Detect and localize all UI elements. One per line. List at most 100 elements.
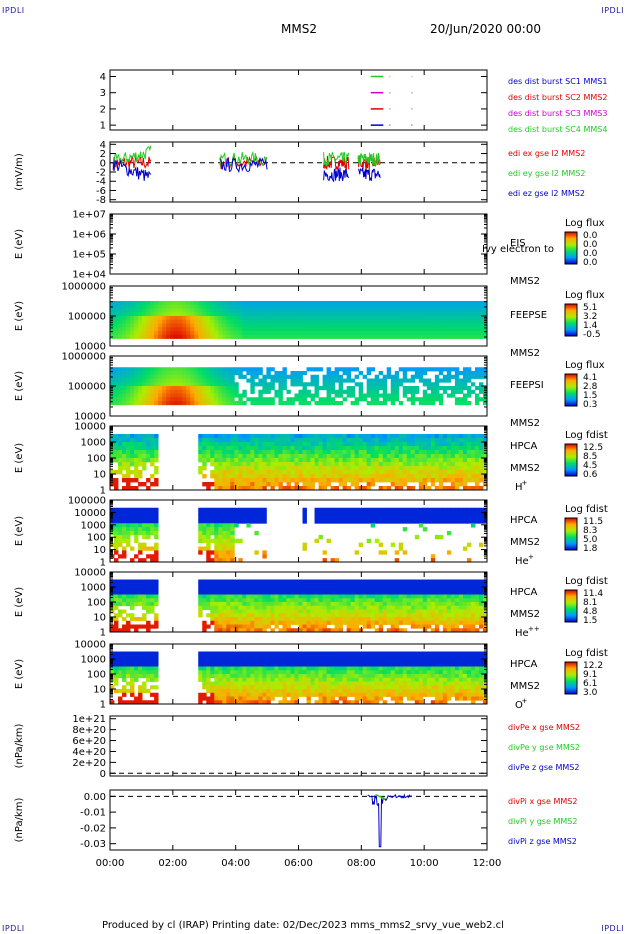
- heatmap-cell: [234, 367, 239, 372]
- ytick-label: -6: [96, 186, 106, 197]
- heatmap-cell: [154, 371, 159, 376]
- heatmap-cell: [226, 450, 231, 455]
- heatmap-cell: [134, 371, 139, 376]
- heatmap-cell: [414, 617, 420, 622]
- heatmap-cell: [418, 434, 424, 439]
- heatmap-cell: [122, 538, 127, 544]
- heatmap-cell: [394, 382, 400, 387]
- heatmap-cell: [174, 386, 179, 391]
- heatmap-cell: [150, 367, 155, 372]
- heatmap-cell: [434, 374, 440, 379]
- heatmap-cell: [198, 550, 203, 555]
- heatmap-cell: [358, 602, 364, 607]
- heatmap-cell: [314, 304, 319, 309]
- heatmap-cell: [258, 515, 263, 520]
- heatmap-cell: [206, 450, 211, 455]
- heatmap-cell: [438, 454, 444, 459]
- heatmap-cell: [262, 378, 267, 383]
- ytick-label: 10000: [74, 342, 106, 353]
- heatmap-cell: [398, 334, 404, 339]
- heatmap-cell: [474, 602, 480, 607]
- heatmap-cell: [150, 609, 155, 614]
- heatmap-cell: [230, 620, 235, 625]
- heatmap-cell: [386, 613, 392, 618]
- heatmap-cell: [450, 624, 456, 629]
- heatmap-cell: [254, 319, 259, 324]
- heatmap-cell: [306, 334, 311, 339]
- heatmap-cell: [194, 331, 199, 336]
- heatmap-cell: [318, 470, 323, 475]
- heatmap-cell: [162, 331, 167, 336]
- heatmap-cell: [246, 442, 251, 447]
- heatmap-cell: [242, 519, 247, 524]
- heatmap-cell: [290, 331, 295, 336]
- heatmap-cell: [218, 470, 223, 475]
- heatmap-cell: [382, 605, 388, 610]
- heatmap-cell: [362, 458, 368, 463]
- heatmap-cell: [170, 401, 175, 406]
- heatmap-cell: [398, 462, 404, 467]
- heatmap-cell: [342, 466, 348, 471]
- heatmap-cell: [254, 454, 259, 459]
- heatmap-cell: [294, 397, 299, 402]
- heatmap-cell: [110, 397, 115, 402]
- heatmap-cell: [238, 590, 243, 595]
- heatmap-cell: [342, 519, 348, 524]
- heatmap-cell: [314, 590, 319, 595]
- heatmap-cell: [242, 590, 247, 595]
- heatmap-cell: [374, 478, 380, 483]
- heatmap-cell: [294, 474, 299, 479]
- heatmap-cell: [210, 617, 215, 622]
- heatmap-cell: [122, 594, 127, 599]
- heatmap-cell: [462, 482, 468, 487]
- heatmap-cell: [206, 386, 211, 391]
- heatmap-cell: [354, 312, 360, 317]
- heatmap-cell: [330, 450, 335, 455]
- heatmap-cell: [378, 628, 384, 633]
- heatmap-cell: [258, 323, 263, 328]
- heatmap-cell: [262, 386, 267, 391]
- heatmap-cell: [414, 587, 420, 592]
- heatmap-cell: [450, 458, 456, 463]
- heatmap-cell: [110, 450, 115, 455]
- heatmap-cell: [410, 458, 416, 463]
- heatmap-cell: [454, 397, 460, 402]
- heatmap-cell: [370, 378, 376, 383]
- heatmap-cell: [354, 624, 360, 629]
- y-axis-label: E (eV): [14, 587, 25, 617]
- heatmap-cell: [402, 507, 408, 513]
- heatmap-cell: [258, 462, 263, 467]
- heatmap-cell: [122, 382, 127, 387]
- heatmap-cell: [150, 523, 155, 528]
- heatmap-cell: [442, 478, 448, 483]
- heatmap-cell: [266, 304, 271, 309]
- heatmap-cell: [286, 628, 291, 633]
- heatmap-cell: [314, 442, 319, 447]
- heatmap-cell: [278, 605, 283, 610]
- heatmap-cell: [402, 462, 408, 467]
- heatmap-cell: [434, 378, 440, 383]
- heatmap-cell: [206, 598, 211, 603]
- heatmap-cell: [342, 323, 348, 328]
- heatmap-cell: [326, 474, 331, 479]
- heatmap-cell: [206, 486, 211, 491]
- heatmap-cell: [442, 374, 448, 379]
- heatmap-cell: [306, 474, 311, 479]
- heatmap-cell: [262, 583, 267, 588]
- heatmap-cell: [426, 327, 432, 332]
- heatmap-cell: [138, 617, 143, 622]
- heatmap-cell: [254, 327, 259, 332]
- heatmap-cell: [394, 609, 400, 614]
- heatmap-cell: [258, 620, 263, 625]
- heatmap-cell: [418, 519, 424, 524]
- heatmap-cell: [142, 454, 147, 459]
- heatmap-cell: [454, 454, 460, 459]
- heatmap-cell: [482, 434, 488, 439]
- heatmap-cell: [254, 438, 259, 443]
- heatmap-cell: [422, 609, 428, 614]
- heatmap-cell: [150, 482, 155, 487]
- heatmap-cell: [454, 382, 460, 387]
- heatmap-cell: [322, 478, 327, 483]
- heatmap-cell: [206, 519, 211, 524]
- heatmap-cell: [462, 507, 468, 513]
